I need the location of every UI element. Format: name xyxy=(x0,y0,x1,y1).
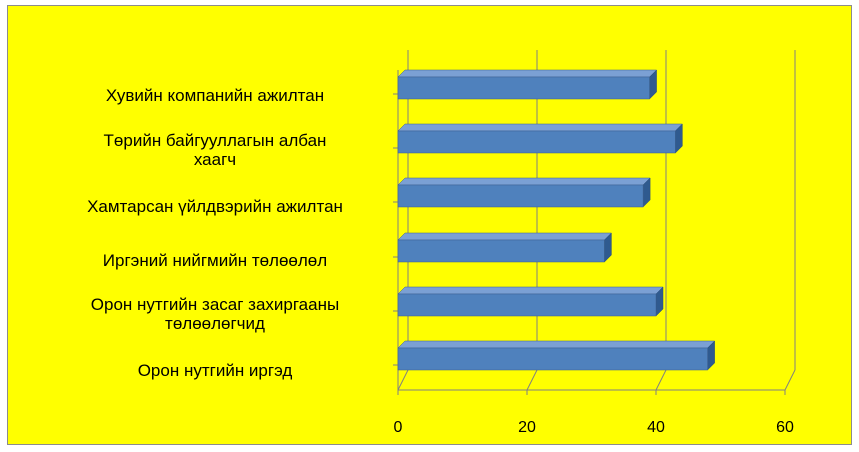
x-tick-label-3: 60 xyxy=(776,419,794,436)
floor-gridline-2 xyxy=(655,369,667,391)
category-label-2: Хамтарсан үйлдвэрийн ажилтан xyxy=(50,197,380,216)
x-tick-label-1: 20 xyxy=(518,419,536,436)
bar-top-0 xyxy=(397,69,658,78)
bar-top-2 xyxy=(397,177,651,186)
category-label-1-line-0: Төрийн байгууллагын албан xyxy=(103,131,327,150)
bar-5 xyxy=(397,347,708,371)
bar-2 xyxy=(397,184,644,208)
category-label-4-line-1: төлөөлөгчид xyxy=(165,314,265,333)
category-label-5-line-0: Орон нутгийн иргэд xyxy=(137,361,293,380)
category-label-0-line-0: Хувийн компанийн ажилтан xyxy=(105,86,325,105)
category-label-4: Орон нутгийн засаг захиргааны төлөөлөгчи… xyxy=(50,295,380,333)
category-label-1: Төрийн байгууллагын албан хаагч xyxy=(50,131,380,169)
category-label-0: Хувийн компанийн ажилтан xyxy=(50,86,380,105)
bar-4 xyxy=(397,293,657,317)
bar-top-3 xyxy=(397,232,613,241)
bar-0 xyxy=(397,76,650,100)
category-label-1-line-1: хаагч xyxy=(193,150,237,169)
bar-1 xyxy=(397,130,676,154)
category-label-2-line-0: Хамтарсан үйлдвэрийн ажилтан xyxy=(87,197,343,216)
floor-gridline-3 xyxy=(784,369,796,391)
bar-top-4 xyxy=(397,286,664,295)
category-label-4-line-0: Орон нутгийн засаг захиргааны xyxy=(90,295,340,314)
category-label-5: Орон нутгийн иргэд xyxy=(50,361,380,380)
bar-3 xyxy=(397,239,605,263)
floor-gridline-1 xyxy=(526,369,538,391)
bar-top-1 xyxy=(397,123,683,132)
bar-top-5 xyxy=(397,340,716,349)
x-tick-label-2: 40 xyxy=(647,419,665,436)
floor-gridline-0 xyxy=(397,369,409,391)
category-label-3: Иргэний нийгмийн төлөөлөл xyxy=(50,251,380,270)
x-tick-label-0: 0 xyxy=(394,419,403,436)
category-label-3-line-0: Иргэний нийгмийн төлөөлөл xyxy=(102,251,328,270)
